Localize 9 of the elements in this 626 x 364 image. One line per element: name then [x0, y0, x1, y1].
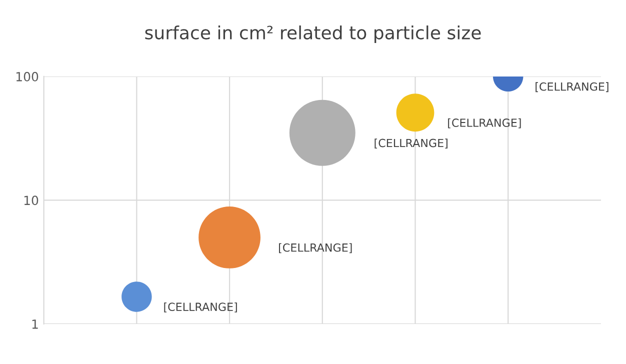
- y-tick-label: 1: [32, 320, 38, 329]
- data-label: [CELLRANGE]: [448, 118, 521, 128]
- chart-title: surface in cm² related to particle size: [145, 25, 481, 43]
- data-label: [CELLRANGE]: [279, 243, 352, 254]
- y-tick-label: 10: [24, 196, 38, 206]
- data-label: [CELLRANGE]: [374, 138, 448, 149]
- y-tick-label: 100: [16, 72, 38, 82]
- data-label: [CELLRANGE]: [164, 302, 237, 312]
- data-label: [CELLRANGE]: [536, 82, 608, 92]
